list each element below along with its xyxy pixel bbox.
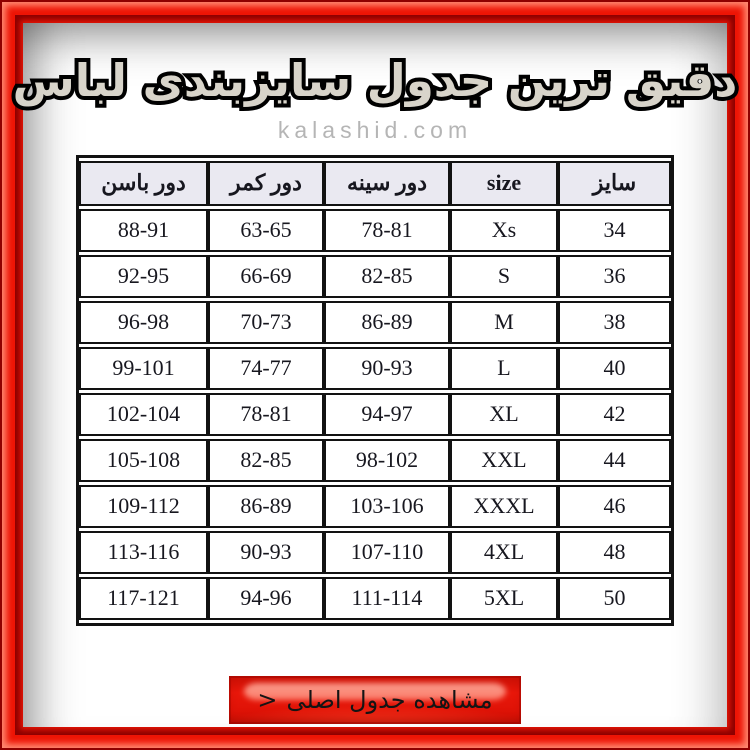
table-cell: 102-104 <box>79 392 208 436</box>
table-cell: 50 <box>558 576 671 620</box>
page-content: دقیق ترین جدول سایزبندی لباس kalashid.co… <box>9 23 740 727</box>
table-header-row: سایز size دور سینه دور کمر دور باسن <box>79 160 671 206</box>
table-cell: 5XL <box>450 576 558 620</box>
table-cell: XXL <box>450 438 558 482</box>
table-cell: 90-93 <box>208 530 324 574</box>
table-row: 34 Xs 78-81 63-65 88-91 <box>79 208 671 252</box>
column-header: دور باسن <box>79 160 208 206</box>
column-header: سایز <box>558 160 671 206</box>
table-cell: 96-98 <box>79 300 208 344</box>
table-row: 38 M 86-89 70-73 96-98 <box>79 300 671 344</box>
table-cell: 4XL <box>450 530 558 574</box>
table-row: 36 S 82-85 66-69 92-95 <box>79 254 671 298</box>
size-table: سایز size دور سینه دور کمر دور باسن 34 Xs 78-8… <box>76 154 674 626</box>
table-row: 46 XXXL 103-106 86-89 109-112 <box>79 484 671 528</box>
table-cell: 42 <box>558 392 671 436</box>
table-cell: S <box>450 254 558 298</box>
table-cell: 113-116 <box>79 530 208 574</box>
table-row: 50 5XL 111-114 94-96 117-121 <box>79 576 671 620</box>
column-header: size <box>450 160 558 206</box>
button-label: مشاهده جدول اصلی <box>286 685 493 714</box>
table-cell: 78-81 <box>208 392 324 436</box>
table-cell: 88-91 <box>79 208 208 252</box>
table-row: 42 XL 94-97 78-81 102-104 <box>79 392 671 436</box>
table-cell: 105-108 <box>79 438 208 482</box>
table-cell: 107-110 <box>324 530 450 574</box>
table-cell: 98-102 <box>324 438 450 482</box>
table-cell: 36 <box>558 254 671 298</box>
column-header: دور کمر <box>208 160 324 206</box>
table-cell: L <box>450 346 558 390</box>
table-cell: 63-65 <box>208 208 324 252</box>
table-cell: 109-112 <box>79 484 208 528</box>
table-cell: 90-93 <box>324 346 450 390</box>
table-cell: 48 <box>558 530 671 574</box>
table-cell: 46 <box>558 484 671 528</box>
table-cell: 92-95 <box>79 254 208 298</box>
table-cell: 94-97 <box>324 392 450 436</box>
table-cell: 38 <box>558 300 671 344</box>
table-cell: 111-114 <box>324 576 450 620</box>
table-cell: 86-89 <box>324 300 450 344</box>
table-cell: 82-85 <box>324 254 450 298</box>
column-header: دور سینه <box>324 160 450 206</box>
table-cell: 82-85 <box>208 438 324 482</box>
page-title: دقیق ترین جدول سایزبندی لباس <box>9 51 741 110</box>
table-cell: 74-77 <box>208 346 324 390</box>
table-row: 44 XXL 98-102 82-85 105-108 <box>79 438 671 482</box>
table-row: 40 L 90-93 74-77 99-101 <box>79 346 671 390</box>
table-cell: 78-81 <box>324 208 450 252</box>
chevron-right-icon: > <box>257 685 278 714</box>
table-cell: 66-69 <box>208 254 324 298</box>
table-cell: Xs <box>450 208 558 252</box>
table-cell: 99-101 <box>79 346 208 390</box>
table-cell: XL <box>450 392 558 436</box>
table-cell: 86-89 <box>208 484 324 528</box>
table-cell: 94-96 <box>208 576 324 620</box>
table-cell: 70-73 <box>208 300 324 344</box>
table-cell: 40 <box>558 346 671 390</box>
table-cell: 34 <box>558 208 671 252</box>
table-cell: 117-121 <box>79 576 208 620</box>
watermark-text: kalashid.com <box>277 116 473 143</box>
table-cell: XXXL <box>450 484 558 528</box>
table-cell: M <box>450 300 558 344</box>
table-cell: 103-106 <box>324 484 450 528</box>
table-cell: 44 <box>558 438 671 482</box>
view-original-table-button[interactable]: مشاهده جدول اصلی > <box>229 676 521 724</box>
table-row: 48 4XL 107-110 90-93 113-116 <box>79 530 671 574</box>
